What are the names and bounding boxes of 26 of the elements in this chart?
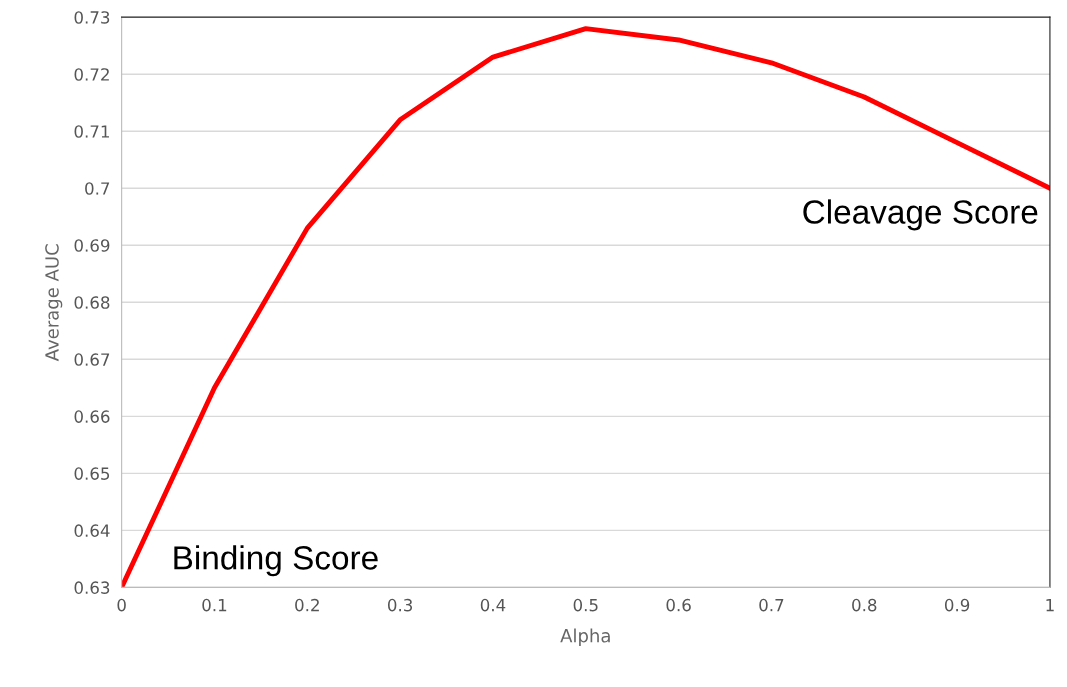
- y-tick-label: 0.64: [74, 524, 110, 537]
- x-tick-label: 0.1: [202, 598, 227, 612]
- x-tick-label: 0.6: [666, 598, 691, 612]
- y-tick-label: 0.72: [74, 68, 109, 81]
- x-tick-label: 0.5: [573, 598, 598, 612]
- y-tick-label: 0.7: [85, 182, 110, 195]
- y-tick-label: 0.73: [74, 11, 110, 24]
- y-axis-title: Average AUC: [45, 244, 63, 362]
- y-tick-label: 0.67: [74, 353, 110, 366]
- y-tick-label: 0.68: [74, 296, 110, 309]
- x-tick-label: 0.7: [759, 598, 784, 612]
- x-tick-label: 0.2: [295, 598, 319, 612]
- x-tick-label: 0.9: [944, 598, 970, 612]
- y-tick-label: 0.69: [74, 239, 110, 252]
- annotation: Binding Score: [174, 545, 378, 577]
- x-tick-label: 0: [117, 598, 126, 612]
- x-axis-title: Alpha: [560, 628, 610, 646]
- y-tick-label: 0.71: [74, 125, 109, 138]
- y-tick-label: 0.66: [74, 410, 110, 423]
- x-tick-label: 0.3: [387, 598, 413, 612]
- x-tick-label: 0.4: [480, 598, 506, 612]
- x-tick-label: 0.8: [852, 598, 877, 612]
- y-tick-label: 0.63: [74, 581, 110, 594]
- annotation: Cleavage Score: [803, 199, 1038, 231]
- x-tick-label: 1: [1046, 599, 1054, 612]
- y-tick-label: 0.65: [74, 467, 110, 480]
